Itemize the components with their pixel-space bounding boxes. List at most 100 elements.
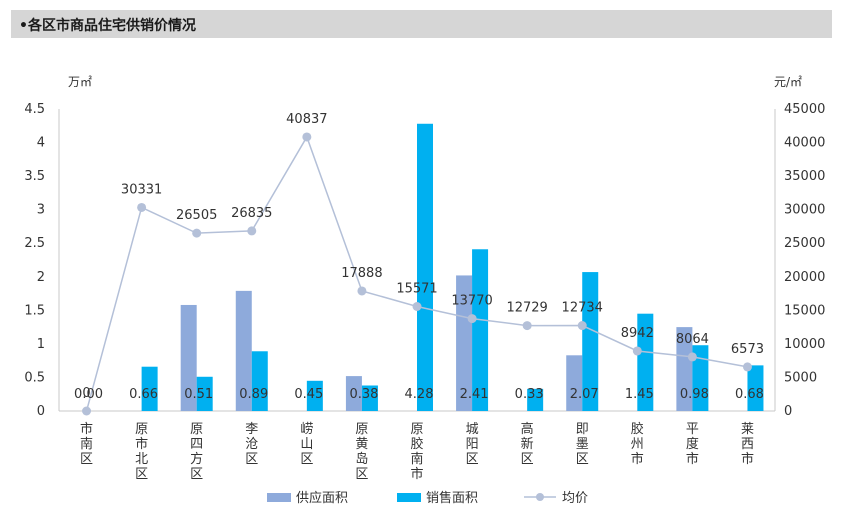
left-axis-ticks: 0 0.5 1 1.5 2 2.5 3 3.5 4 4.5	[24, 102, 45, 419]
left-tick-label: 2.5	[24, 236, 45, 251]
right-axis-ticks: 0 5000 10000 15000 20000 25000 30000 35000 40000…	[784, 102, 825, 419]
sales-value-label: 2.07	[570, 387, 599, 402]
price-value-label: 17888	[341, 266, 382, 281]
legend-swatch-supply	[267, 493, 291, 502]
category-label: 崂山区	[300, 422, 313, 467]
price-point	[742, 362, 752, 372]
left-tick-label: 1	[37, 337, 45, 352]
price-point	[522, 321, 532, 331]
sales-value-label: 0.45	[294, 387, 323, 402]
price-value-label: 15571	[396, 282, 437, 297]
price-value-label: 8942	[621, 326, 654, 341]
sales-value-label: 4.28	[405, 387, 434, 402]
legend-label-sales: 销售面积	[426, 490, 478, 506]
bar-sales	[582, 272, 599, 411]
price-point	[467, 314, 477, 324]
category-label: 原市北区	[135, 422, 148, 482]
left-tick-label: 1.5	[24, 303, 45, 318]
price-point	[137, 202, 147, 212]
bar-sales	[196, 376, 213, 411]
bar-sales	[141, 366, 158, 411]
legend-label-supply: 供应面积	[296, 490, 348, 506]
left-tick-label: 4	[37, 136, 45, 151]
sales-value-label: 0.38	[349, 387, 378, 402]
left-axis-unit: 万㎡	[68, 75, 92, 89]
category-label: 平度市	[686, 422, 699, 467]
sales-value-label: 2.41	[460, 387, 489, 402]
price-point	[632, 346, 642, 356]
right-tick-label: 10000	[784, 337, 825, 352]
sales-value-label: 0.68	[735, 387, 764, 402]
price-value-label: 6573	[731, 342, 764, 357]
bar-supply	[676, 327, 693, 411]
left-tick-label: 0	[37, 404, 45, 419]
category-label: 高新区	[521, 421, 534, 467]
sales-value-label: 0.51	[184, 387, 213, 402]
left-tick-label: 0.5	[24, 370, 45, 385]
price-point	[687, 352, 697, 362]
category-label: 即墨区	[576, 422, 589, 467]
bar-sales	[251, 351, 268, 411]
bar-supply	[180, 304, 197, 411]
price-point	[192, 228, 202, 238]
sales-value-label: 0.98	[680, 387, 709, 402]
category-label: 原黄岛区	[355, 422, 368, 482]
legend-label-price: 均价	[562, 491, 588, 506]
right-tick-label: 35000	[784, 169, 825, 184]
right-tick-label: 25000	[784, 236, 825, 251]
price-point	[577, 321, 587, 331]
category-label: 李沧区	[245, 422, 258, 467]
category-label: 莱西市	[741, 422, 754, 467]
left-tick-label: 4.5	[24, 102, 45, 117]
right-tick-label: 0	[784, 404, 792, 419]
bars	[141, 123, 764, 412]
sales-value-label: 1.45	[625, 387, 654, 402]
legend: 供应面积 销售面积 均价	[267, 490, 588, 506]
left-tick-label: 2	[37, 270, 45, 285]
category-labels: 市南区 原市北区 原四方区 李沧区 崂山区 原黄岛区 原胶南市 城阳区 高新区 即墨区 胶州市 平度市…	[80, 421, 754, 482]
right-tick-label: 15000	[784, 303, 825, 318]
bar-supply	[456, 275, 473, 411]
category-label: 胶州市	[631, 421, 644, 467]
right-tick-label: 45000	[784, 102, 825, 117]
bar-supply	[235, 290, 252, 411]
price-value-label: 26505	[176, 208, 217, 223]
legend-marker-price	[536, 493, 544, 501]
price-point	[357, 286, 367, 296]
bar-sales	[361, 385, 378, 411]
sales-value-label: 0.89	[239, 387, 268, 402]
right-axis-unit: 元/㎡	[774, 75, 802, 89]
right-tick-label: 40000	[784, 136, 825, 151]
legend-swatch-sales	[397, 493, 421, 502]
bar-sales	[472, 249, 489, 411]
bar-supply	[345, 376, 362, 411]
price-value-label: 40837	[286, 112, 327, 127]
category-label: 城阳区	[466, 422, 479, 467]
right-tick-label: 5000	[784, 370, 817, 385]
price-value-label: 12734	[562, 301, 603, 316]
right-tick-label: 20000	[784, 270, 825, 285]
price-value-label: 26835	[231, 206, 272, 221]
sales-value-label: 0.33	[515, 387, 544, 402]
price-value-label: 0	[82, 386, 90, 401]
price-point	[82, 406, 92, 416]
price-value-label: 13770	[451, 294, 492, 309]
bar-sales	[527, 388, 544, 411]
bar-sales	[637, 313, 654, 411]
category-label: 原胶南市	[410, 422, 423, 482]
right-tick-label: 30000	[784, 203, 825, 218]
bar-sales	[306, 380, 323, 411]
left-tick-label: 3	[37, 203, 45, 218]
price-data-labels: 0 30331 26505 26835 40837 17888 15571 13770 1272…	[82, 112, 764, 401]
category-label: 市南区	[80, 421, 93, 467]
bar-supply	[566, 355, 583, 411]
category-label: 原四方区	[190, 422, 203, 482]
bar-data-labels: 0.00 0.66 0.51 0.89 0.45 0.38 4.28 2.41 0.33 2.07…	[74, 387, 764, 402]
price-line-layer	[82, 132, 752, 416]
price-value-label: 12729	[506, 301, 547, 316]
page-title: •各区市商品住宅供销价情况	[19, 18, 196, 34]
left-tick-label: 3.5	[24, 169, 45, 184]
bar-sales	[417, 123, 433, 412]
bar-sales	[747, 365, 764, 411]
